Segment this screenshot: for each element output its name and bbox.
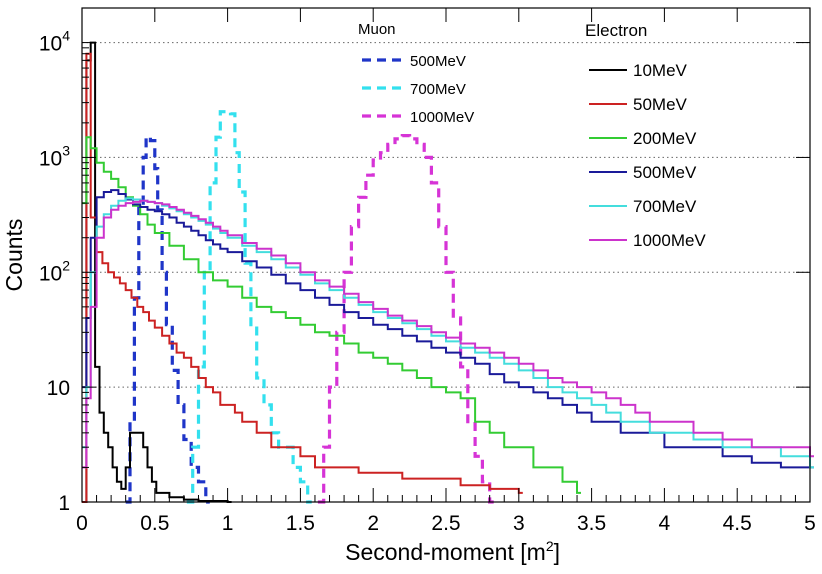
legend-layer: Muon 500MeV 700MeV 1000MeV Electron 10MeV 50Me… [358,21,706,250]
legend-electron: Electron 10MeV 50MeV 200MeV 500MeV 700MeV 1000… [585,21,706,250]
legend-title: Electron [585,21,647,40]
legend-label: 10MeV [633,61,688,80]
series-muon-500mev [125,135,210,504]
x-tick-label-4: 2 [367,512,379,535]
ticks-layer: 0 0.5 1 1.5 2 2.5 3 3.5 4 4.5 5 1 10 102 103 104 [39,7,816,535]
x-tick-label-6: 3 [513,512,525,535]
legend-label: 200MeV [633,129,697,148]
x-tick-label-0: 0 [76,512,88,535]
y-tick-label-4: 104 [39,28,70,56]
y-tick-label-1: 10 [47,377,70,400]
series-electron-50mev [82,52,523,503]
legend-label: 500MeV [410,53,466,70]
series-electron-200mev [82,136,581,494]
x-axis-label: Second-moment [m2] [345,538,560,565]
y-axis-label: Counts [1,219,27,292]
legend-muon: Muon 500MeV 700MeV 1000MeV [358,21,474,126]
y-tick-label-0: 1 [58,492,70,515]
x-tick-label-2: 1 [222,512,234,535]
y-tick-label-3: 103 [39,142,70,170]
legend-label: 50MeV [633,95,688,114]
legend-label: 1000MeV [410,109,474,126]
x-tick-label-3: 1.5 [286,512,315,535]
series-layer [82,41,814,504]
series-muon-1000mev [317,134,494,504]
x-tick-label-5: 2.5 [431,512,460,535]
legend-title: Muon [358,21,396,38]
y-tick-label-2: 102 [39,257,70,285]
series-electron-10mev [82,41,232,503]
legend-label: 700MeV [410,81,466,98]
x-tick-label-8: 4 [659,512,671,535]
x-tick-label-10: 5 [804,512,816,535]
x-tick-label-1: 0.5 [140,512,169,535]
legend-label: 700MeV [633,197,697,216]
x-tick-label-7: 3.5 [577,512,606,535]
series-electron-1000mev [82,199,814,469]
series-electron-500mev [82,189,814,469]
legend-label: 1000MeV [633,231,706,250]
x-tick-label-9: 4.5 [723,512,752,535]
legend-label: 500MeV [633,163,697,182]
